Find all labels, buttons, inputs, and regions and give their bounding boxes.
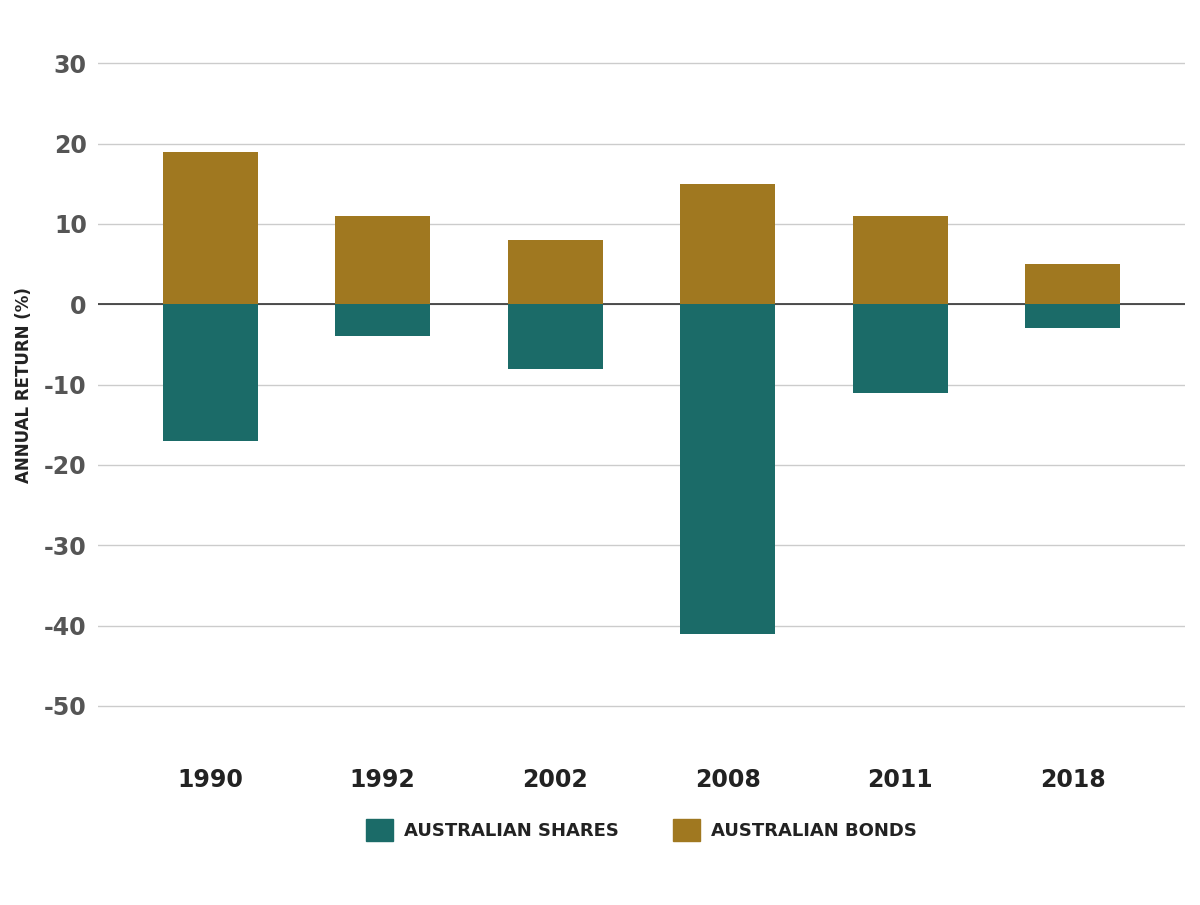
Bar: [1025, 264, 1121, 304]
Bar: [508, 240, 602, 304]
Bar: [853, 216, 948, 304]
Bar: [163, 151, 258, 304]
Bar: [680, 184, 775, 304]
Bar: [1025, 304, 1121, 329]
Bar: [335, 304, 430, 337]
Bar: [853, 304, 948, 393]
Y-axis label: ANNUAL RETURN (%): ANNUAL RETURN (%): [14, 287, 34, 482]
Bar: [508, 304, 602, 368]
Bar: [680, 304, 775, 634]
Bar: [335, 216, 430, 304]
Legend: AUSTRALIAN SHARES, AUSTRALIAN BONDS: AUSTRALIAN SHARES, AUSTRALIAN BONDS: [366, 819, 917, 841]
Bar: [163, 304, 258, 441]
